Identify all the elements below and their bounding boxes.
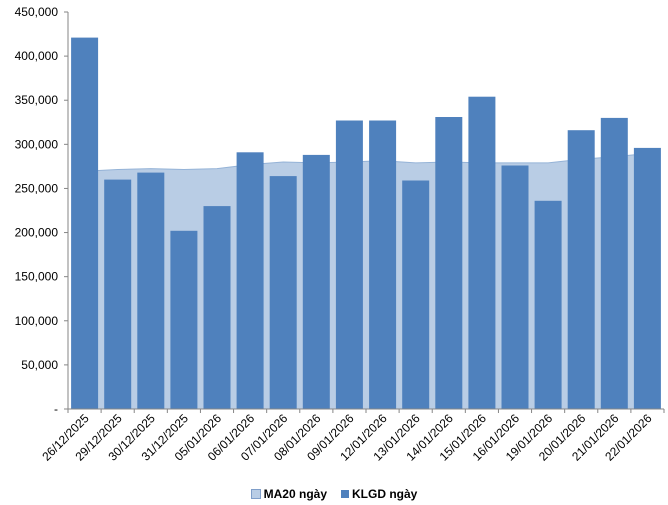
y-tick-label: 400,000 (15, 49, 59, 63)
y-tick-label: 150,000 (15, 270, 59, 284)
bar-07/01/2026 (269, 176, 297, 409)
bar-06/01/2026 (236, 152, 264, 410)
bar-22/01/2026 (633, 147, 661, 409)
bar-21/01/2026 (600, 117, 628, 410)
legend-item-klgd: KLGD ngày (341, 487, 417, 501)
y-tick-label: 350,000 (15, 93, 59, 107)
legend: MA20 ngày KLGD ngày (0, 484, 668, 504)
y-tick-label: 200,000 (15, 226, 59, 240)
bar-29/12/2025 (104, 179, 132, 409)
y-tick-label: 50,000 (21, 358, 58, 372)
y-tick-label: 300,000 (15, 137, 59, 151)
bar-26/12/2025 (71, 37, 99, 409)
bar-08/01/2026 (302, 154, 330, 409)
ma20-area (84, 153, 648, 409)
y-tick-label: - (54, 402, 58, 416)
ma20-line (84, 153, 648, 172)
ma20-area-layer (84, 153, 648, 409)
y-tick-label: 250,000 (15, 181, 59, 195)
klgd-bar-layer (71, 37, 661, 410)
bar-19/01/2026 (534, 200, 562, 409)
y-tick-label: 450,000 (15, 5, 59, 19)
bar-15/01/2026 (468, 96, 496, 409)
legend-label-klgd: KLGD ngày (352, 487, 418, 501)
bar-05/01/2026 (203, 206, 231, 409)
bar-30/12/2025 (137, 172, 165, 409)
bar-12/01/2026 (369, 120, 397, 409)
bar-20/01/2026 (567, 130, 595, 409)
bar-14/01/2026 (435, 117, 463, 409)
legend-swatch-ma20 (250, 489, 261, 499)
legend-label-ma20: MA20 ngày (263, 487, 327, 501)
y-tick-label: 100,000 (15, 314, 59, 328)
bar-16/01/2026 (501, 165, 529, 409)
legend-swatch-klgd (341, 490, 349, 498)
bar-31/12/2025 (170, 230, 198, 409)
bar-13/01/2026 (402, 180, 430, 409)
bar-09/01/2026 (335, 120, 363, 409)
legend-item-ma20: MA20 ngày (250, 487, 327, 501)
chart: - 50,000 100,000 150,000 200,000 250,000 300,0… (15, 5, 665, 464)
